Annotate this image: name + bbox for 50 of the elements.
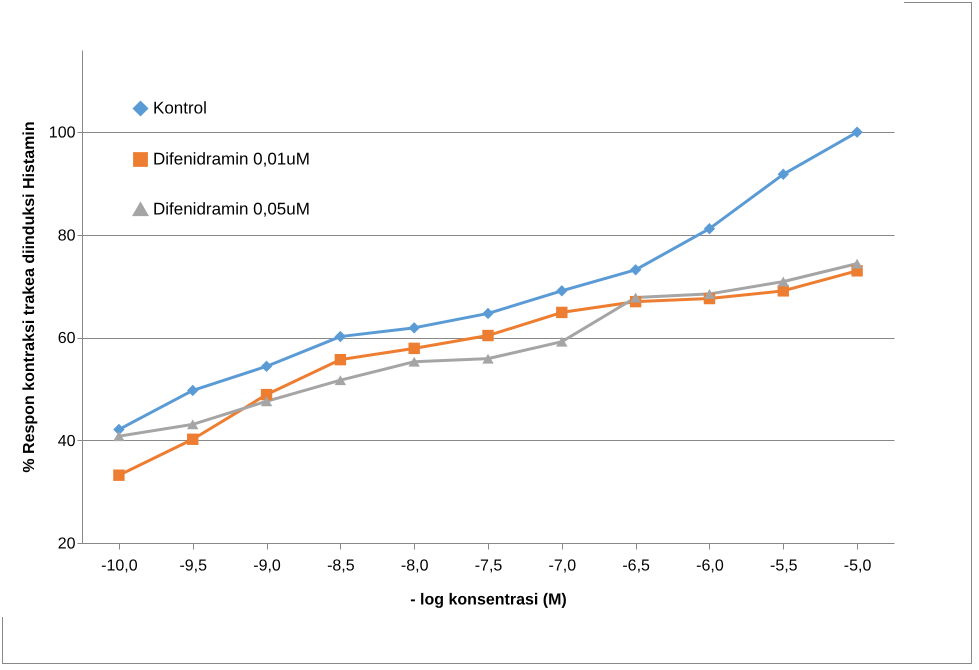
x-tick-label: -9,0 [253,558,281,574]
y-axis-title: % Respon kontraksi trakea diinduksi Histamin [20,121,38,473]
point [113,424,125,436]
x-axis-title: - log konsentrasi (M) [410,592,567,608]
point [408,356,420,367]
point [113,431,125,442]
point [630,292,642,302]
x-tick-label: -8,5 [327,558,355,574]
point [778,276,789,287]
point [630,264,642,276]
y-tick-label: 100 [48,124,76,142]
x-tick-label: -7,5 [474,558,502,574]
point [408,342,420,354]
point [778,168,789,180]
x-tick-label: -6,0 [696,558,724,574]
legend-label: Difenidramin 0,01uM [153,150,310,168]
y-tick-label: 40 [58,432,76,450]
x-tick-label: -6,5 [622,558,650,574]
point [556,306,568,318]
point [408,322,420,334]
point [113,470,125,481]
legend-label: Difenidramin 0,05uM [153,200,310,218]
point [851,126,863,138]
point [334,330,346,342]
point [260,396,272,406]
y-tick-label: 60 [58,330,76,348]
point [334,375,346,386]
point [851,258,863,269]
point [187,434,198,445]
point [482,330,494,342]
y-tick-label: 80 [58,227,76,244]
point [704,223,716,234]
point [482,308,494,320]
legend-label: Kontrol [153,98,207,118]
point [187,419,198,430]
point [704,288,716,299]
point [260,360,272,372]
point [260,388,272,400]
x-tick-label: -9,5 [179,558,208,574]
x-tick-label: -7,0 [548,558,576,574]
x-tick-label: -10,0 [101,558,138,574]
point [556,285,568,297]
y-tick-label: 20 [58,536,76,552]
point [482,354,494,364]
x-tick-label: -5,5 [770,558,798,574]
point [187,384,198,396]
point [334,354,346,366]
x-tick-label: -5,0 [844,558,872,574]
x-tick-label: -8,0 [400,558,429,574]
point [556,336,568,347]
